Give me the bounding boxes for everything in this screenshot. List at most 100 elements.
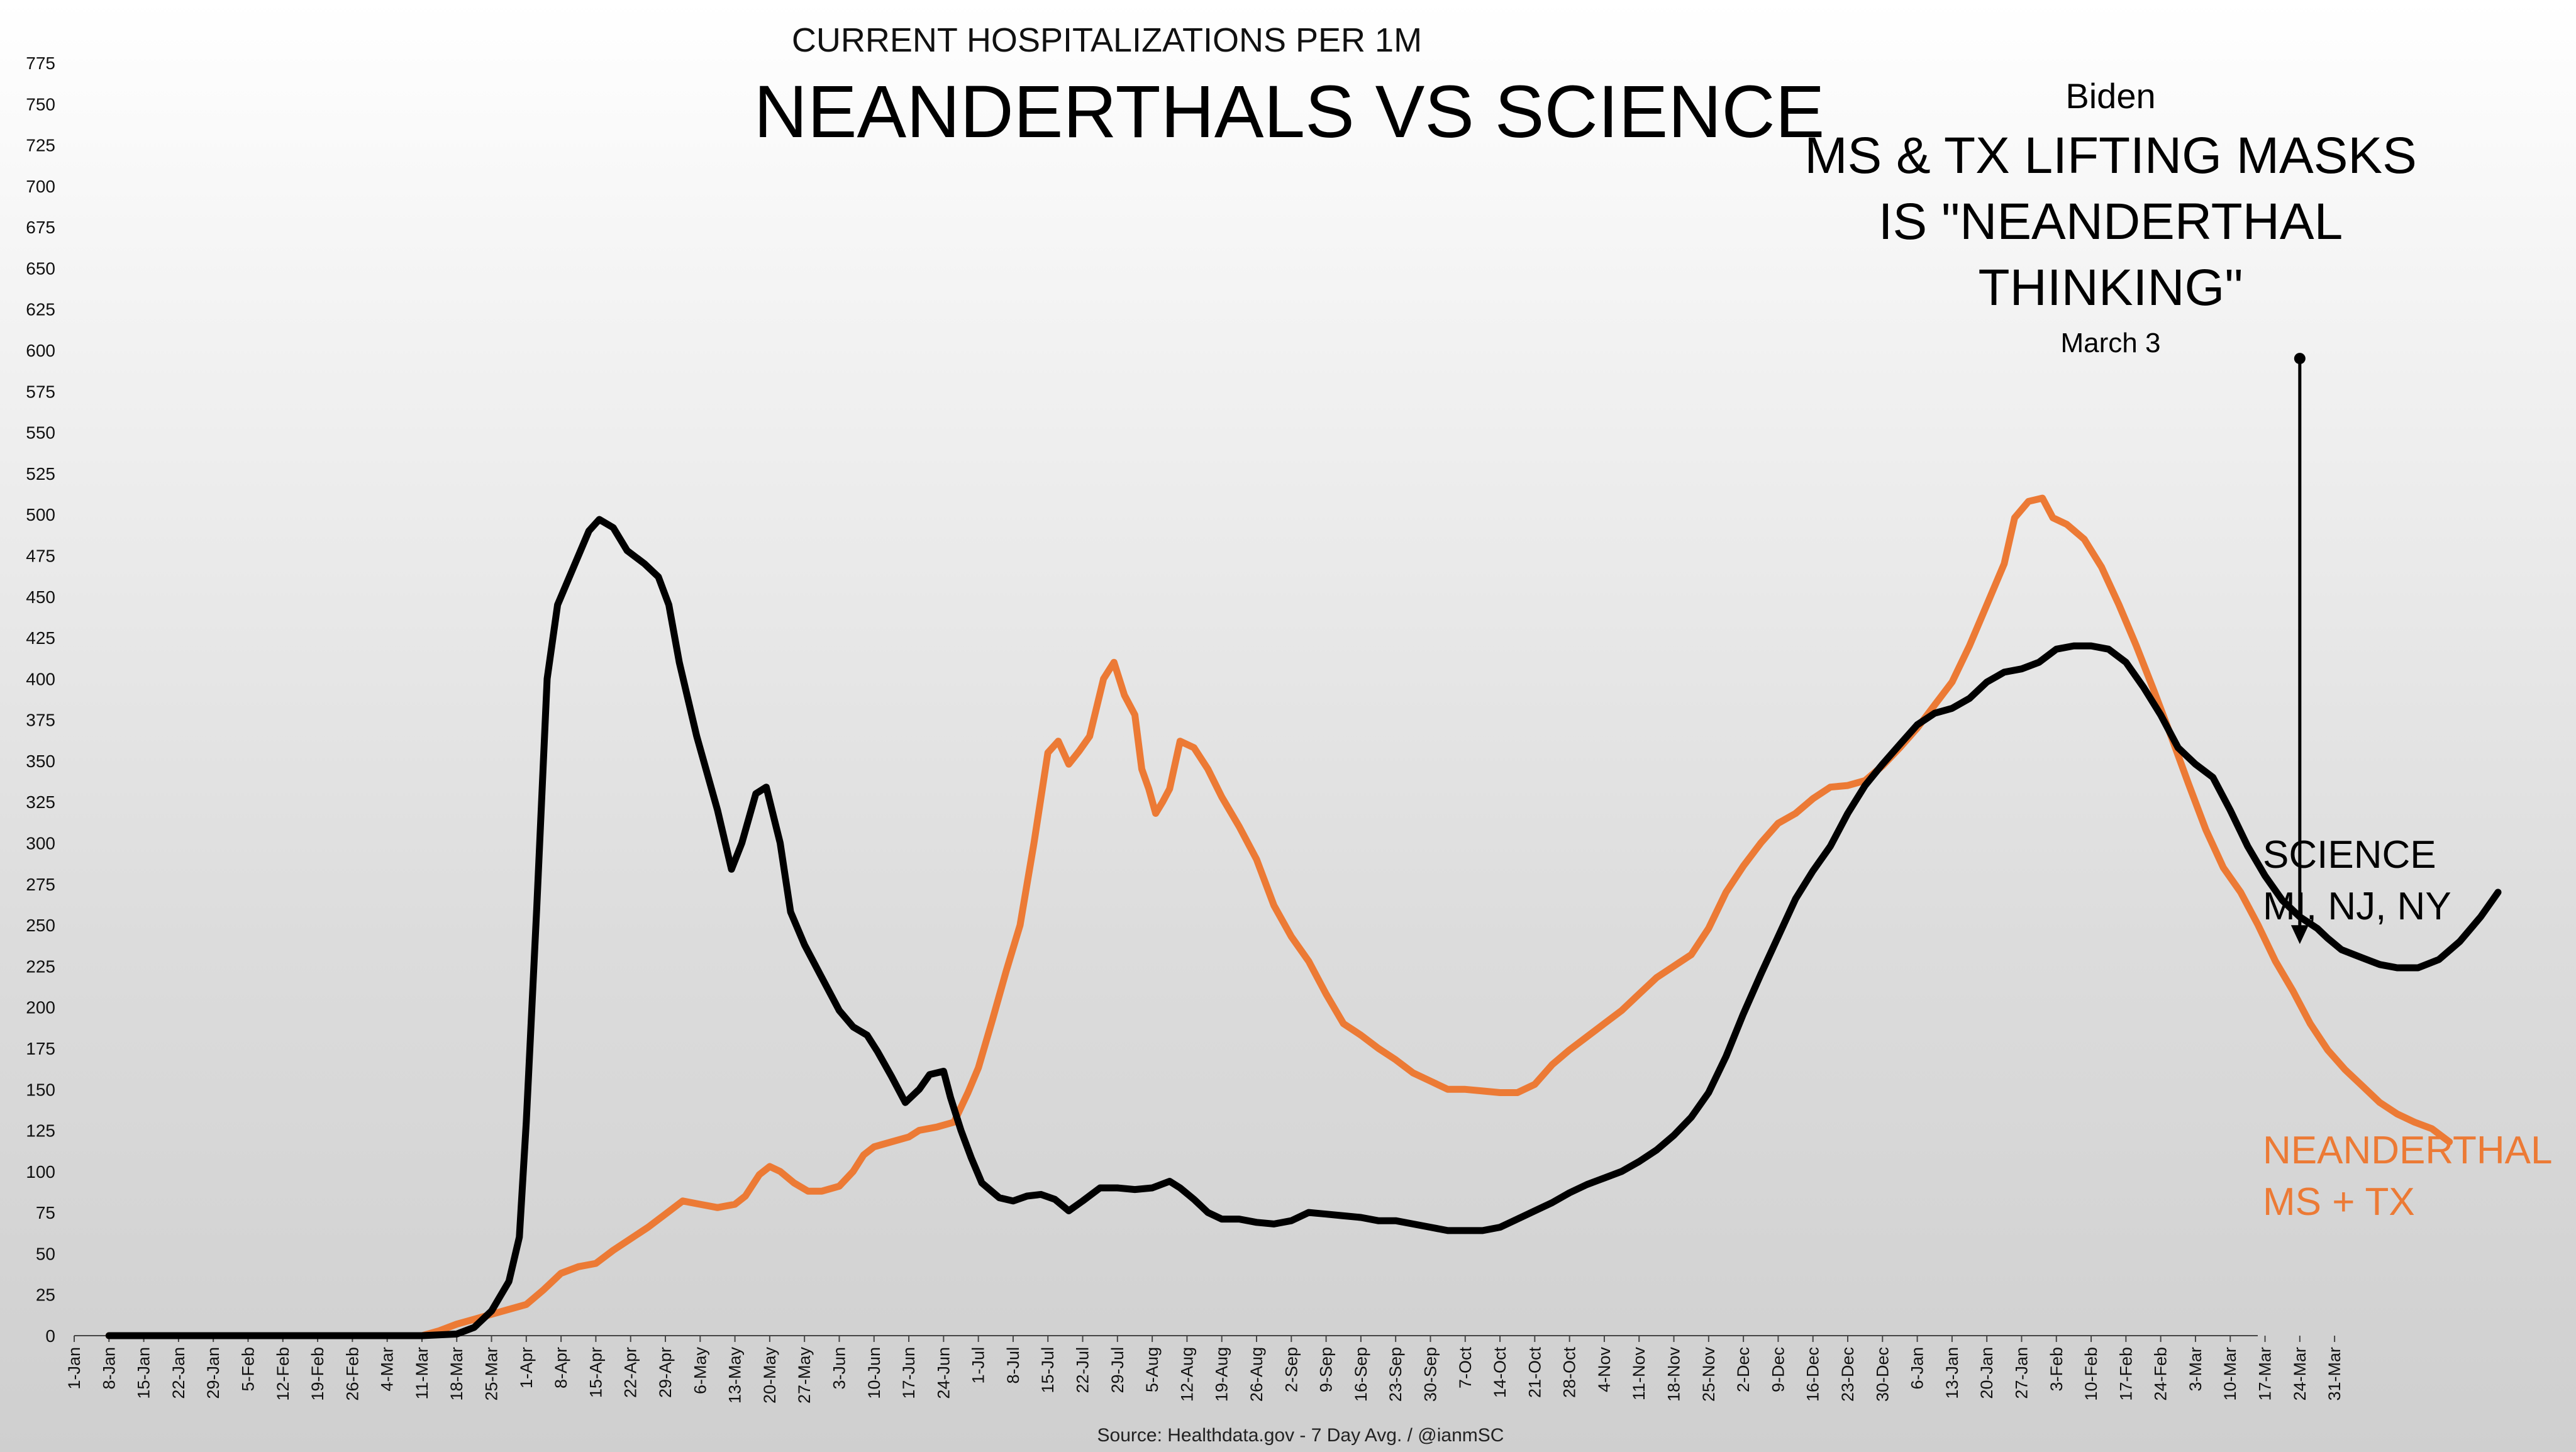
chart-title: NEANDERTHALS VS SCIENCE [754, 70, 1825, 153]
x-tick-label: 4-Nov [1595, 1347, 1614, 1393]
y-tick-label: 425 [26, 628, 55, 648]
x-tick-label: 7-Oct [1456, 1347, 1475, 1389]
annotation-line-2: IS "NEANDERTHAL [1879, 193, 2343, 250]
x-tick-label: 18-Mar [447, 1347, 466, 1401]
x-tick-label: 3-Mar [2186, 1347, 2205, 1392]
x-tick-label: 20-May [760, 1347, 779, 1404]
x-tick-label: 9-Sep [1317, 1347, 1336, 1392]
y-tick-label: 500 [26, 505, 55, 524]
y-tick-label: 150 [26, 1080, 55, 1099]
x-tick-label: 26-Aug [1247, 1347, 1266, 1402]
y-tick-label: 550 [26, 423, 55, 443]
annotation-line-1: MS & TX LIFTING MASKS [1804, 127, 2417, 184]
y-tick-label: 650 [26, 258, 55, 278]
x-tick-label: 12-Feb [274, 1347, 292, 1401]
x-tick-label: 1-Jan [65, 1347, 84, 1390]
y-tick-label: 450 [26, 587, 55, 607]
x-tick-label: 8-Apr [552, 1347, 570, 1388]
series-layer [105, 494, 2502, 1339]
neanderthal-label-line-1: NEANDERTHAL [2263, 1129, 2553, 1172]
y-tick-label: 325 [26, 792, 55, 812]
y-tick-label: 250 [26, 916, 55, 935]
x-tick-label: 6-May [691, 1347, 709, 1395]
x-tick-label: 10-Feb [2082, 1347, 2101, 1401]
y-tick-label: 75 [36, 1203, 55, 1222]
x-tick-label: 30-Dec [1873, 1347, 1892, 1402]
x-tick-label: 10-Mar [2221, 1347, 2240, 1401]
y-tick-label: 225 [26, 956, 55, 976]
y-tick-label: 625 [26, 300, 55, 319]
x-tick-label: 29-Apr [656, 1347, 675, 1398]
x-tick-label: 5-Aug [1143, 1347, 1162, 1392]
x-tick-label: 3-Feb [2047, 1347, 2066, 1392]
x-tick-label: 11-Mar [413, 1347, 431, 1400]
y-tick-label: 375 [26, 711, 55, 730]
y-tick-label: 575 [26, 382, 55, 401]
x-tick-label: 8-Jan [99, 1347, 118, 1390]
y-tick-label: 725 [26, 136, 55, 155]
y-tick-label: 775 [26, 53, 55, 73]
y-tick-label: 125 [26, 1121, 55, 1141]
x-tick-label: 15-Apr [586, 1347, 605, 1398]
x-tick-label: 22-Apr [621, 1347, 640, 1398]
chart-source: Source: Healthdata.gov - 7 Day Avg. / @i… [1097, 1425, 1504, 1446]
axes-layer: 0 25 50 75 100 125 150 175 200 225 250 275 300 325 350… [26, 53, 2344, 1404]
x-tick-label: 18-Nov [1665, 1347, 1684, 1402]
neanderthal-label-line-2: MS + TX [2263, 1180, 2415, 1224]
x-tick-label: 12-Aug [1177, 1347, 1196, 1402]
annotation-line-3: THINKING" [1979, 259, 2243, 316]
science-label-line-2: MI, NJ, NY [2263, 885, 2451, 928]
x-tick-label: 21-Oct [1525, 1347, 1544, 1399]
y-tick-label: 525 [26, 464, 55, 484]
x-tick-label: 23-Sep [1386, 1347, 1405, 1402]
y-tick-label: 350 [26, 751, 55, 771]
x-tick-label: 17-Mar [2256, 1347, 2275, 1401]
x-tick-label: 14-Oct [1491, 1347, 1509, 1399]
x-tick-label: 30-Sep [1421, 1347, 1440, 1402]
annotation-date: March 3 [2061, 328, 2161, 358]
y-tick-label: 400 [26, 669, 55, 689]
x-tick-label: 6-Jan [1908, 1347, 1927, 1390]
x-tick-label: 19-Feb [308, 1347, 327, 1401]
x-tick-label: 29-Jul [1108, 1347, 1127, 1394]
y-tick-label: 275 [26, 875, 55, 894]
science-series-line [105, 516, 2502, 1339]
x-tick-label: 16-Sep [1352, 1347, 1370, 1402]
y-tick-label: 300 [26, 834, 55, 853]
x-tick-label: 24-Jun [934, 1347, 953, 1399]
x-tick-label: 24-Mar [2290, 1347, 2309, 1401]
x-tick-label: 3-Jun [830, 1347, 848, 1390]
x-tick-label: 4-Mar [378, 1347, 397, 1392]
y-tick-label: 600 [26, 341, 55, 360]
chart-supertitle: CURRENT HOSPITALIZATIONS PER 1M [792, 21, 1422, 59]
x-tick-label: 28-Oct [1560, 1347, 1579, 1399]
x-tick-label: 25-Nov [1699, 1347, 1718, 1402]
y-tick-label: 50 [36, 1244, 55, 1263]
x-tick-label: 1-Apr [517, 1347, 536, 1388]
x-tick-label: 15-Jan [135, 1347, 153, 1399]
y-tick-label: 200 [26, 998, 55, 1017]
annotation-arrowhead [2290, 925, 2309, 945]
x-tick-label: 17-Feb [2116, 1347, 2135, 1401]
y-tick-label: 0 [45, 1326, 55, 1346]
x-tick-label: 13-May [726, 1347, 745, 1404]
x-tick-label: 29-Jan [204, 1347, 223, 1399]
x-tick-label: 9-Dec [1768, 1347, 1787, 1392]
x-tick-label: 22-Jul [1074, 1347, 1092, 1394]
x-tick-label: 24-Feb [2151, 1347, 2170, 1401]
x-tick-label: 1-Jul [969, 1347, 988, 1384]
x-tick-label: 31-Mar [2325, 1347, 2344, 1401]
x-tick-label: 16-Dec [1804, 1347, 1823, 1402]
x-tick-label: 13-Jan [1943, 1347, 1962, 1399]
y-tick-label: 750 [26, 94, 55, 114]
x-tick-label: 2-Sep [1282, 1347, 1301, 1392]
x-tick-label: 25-Mar [482, 1347, 501, 1401]
y-tick-label: 25 [36, 1285, 55, 1305]
annotation-header: Biden [2065, 76, 2155, 116]
x-tick-label: 26-Feb [343, 1347, 362, 1401]
x-tick-label: 15-Jul [1038, 1347, 1057, 1394]
x-tick-label: 23-Dec [1838, 1347, 1857, 1402]
y-tick-label: 675 [26, 218, 55, 237]
